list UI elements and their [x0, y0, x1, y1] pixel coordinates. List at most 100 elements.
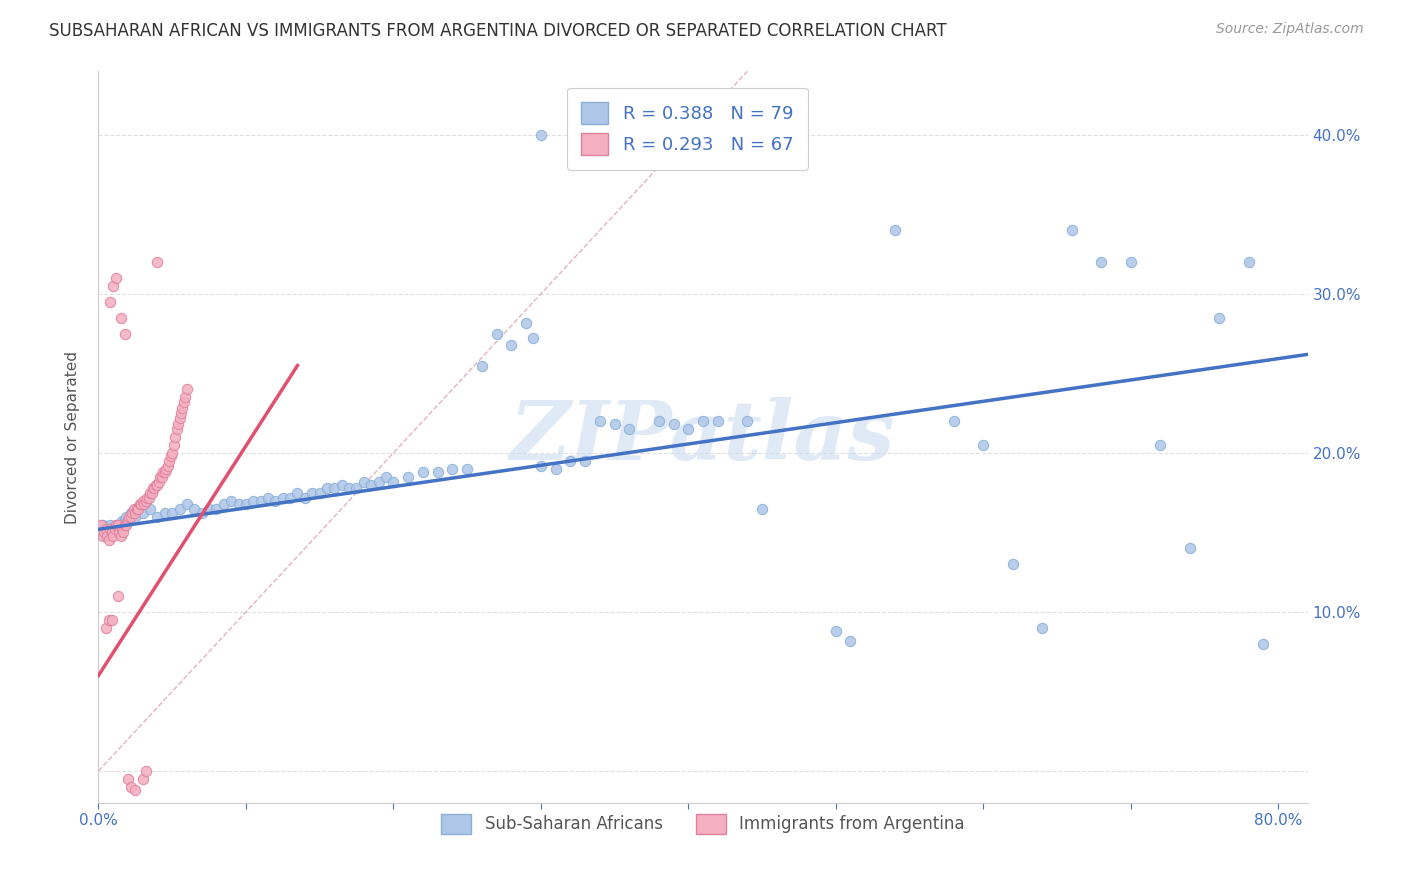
Point: [104, 525, 127, 540]
Point: [456, 462, 478, 476]
Point: [124, 783, 146, 797]
Point: [603, 417, 626, 432]
Point: [107, 521, 129, 535]
Point: [110, 529, 132, 543]
Point: [522, 331, 544, 345]
Point: [198, 501, 221, 516]
Point: [883, 223, 905, 237]
Point: [167, 417, 190, 432]
Point: [100, 525, 122, 540]
Point: [1060, 223, 1083, 237]
Point: [485, 326, 508, 341]
Point: [751, 501, 773, 516]
Point: [264, 493, 287, 508]
Point: [149, 470, 172, 484]
Legend: Sub-Saharan Africans, Immigrants from Argentina: Sub-Saharan Africans, Immigrants from Ar…: [430, 802, 976, 846]
Point: [135, 493, 157, 508]
Point: [170, 406, 193, 420]
Point: [382, 475, 405, 489]
Point: [94, 621, 117, 635]
Point: [157, 454, 180, 468]
Point: [120, 509, 142, 524]
Point: [353, 475, 375, 489]
Point: [153, 507, 176, 521]
Point: [127, 501, 149, 516]
Point: [360, 477, 382, 491]
Point: [146, 477, 169, 491]
Point: [128, 497, 150, 511]
Point: [271, 491, 294, 505]
Point: [114, 513, 136, 527]
Point: [100, 521, 122, 535]
Point: [112, 517, 135, 532]
Point: [105, 517, 128, 532]
Point: [112, 525, 135, 540]
Point: [139, 501, 162, 516]
Point: [662, 417, 685, 432]
Y-axis label: Divorced or Separated: Divorced or Separated: [65, 351, 80, 524]
Point: [98, 294, 121, 309]
Text: Source: ZipAtlas.com: Source: ZipAtlas.com: [1216, 22, 1364, 37]
Point: [90, 517, 112, 532]
Point: [131, 493, 153, 508]
Point: [129, 497, 152, 511]
Point: [101, 522, 124, 536]
Point: [101, 529, 124, 543]
Point: [150, 470, 173, 484]
Point: [115, 509, 138, 524]
Point: [316, 481, 339, 495]
Point: [117, 514, 139, 528]
Point: [101, 279, 124, 293]
Point: [942, 414, 965, 428]
Point: [287, 485, 309, 500]
Point: [160, 446, 183, 460]
Point: [972, 438, 994, 452]
Point: [146, 509, 169, 524]
Point: [110, 517, 132, 532]
Point: [108, 525, 131, 540]
Point: [173, 395, 195, 409]
Point: [156, 458, 179, 473]
Point: [235, 497, 257, 511]
Point: [678, 422, 700, 436]
Point: [100, 613, 122, 627]
Point: [228, 497, 250, 511]
Point: [131, 772, 153, 786]
Point: [515, 316, 537, 330]
Point: [162, 438, 184, 452]
Point: [190, 507, 212, 521]
Text: SUBSAHARAN AFRICAN VS IMMIGRANTS FROM ARGENTINA DIVORCED OR SEPARATED CORRELATIO: SUBSAHARAN AFRICAN VS IMMIGRANTS FROM AR…: [49, 22, 946, 40]
Point: [839, 633, 862, 648]
Point: [212, 497, 235, 511]
Point: [501, 338, 523, 352]
Point: [1119, 255, 1142, 269]
Point: [176, 497, 198, 511]
Point: [91, 517, 114, 532]
Point: [91, 529, 114, 543]
Point: [219, 493, 242, 508]
Point: [367, 475, 389, 489]
Point: [412, 465, 434, 479]
Point: [96, 525, 118, 540]
Point: [1178, 541, 1201, 556]
Point: [1208, 310, 1230, 325]
Point: [114, 517, 136, 532]
Point: [824, 624, 846, 638]
Point: [165, 430, 187, 444]
Point: [294, 491, 316, 505]
Point: [183, 501, 205, 516]
Point: [337, 481, 360, 495]
Point: [104, 522, 127, 536]
Point: [560, 454, 582, 468]
Point: [1001, 558, 1024, 572]
Point: [141, 485, 163, 500]
Point: [96, 529, 118, 543]
Point: [174, 390, 197, 404]
Point: [242, 493, 264, 508]
Point: [530, 458, 553, 473]
Point: [131, 507, 153, 521]
Point: [122, 501, 145, 516]
Point: [308, 485, 330, 500]
Point: [93, 525, 115, 540]
Point: [159, 449, 181, 463]
